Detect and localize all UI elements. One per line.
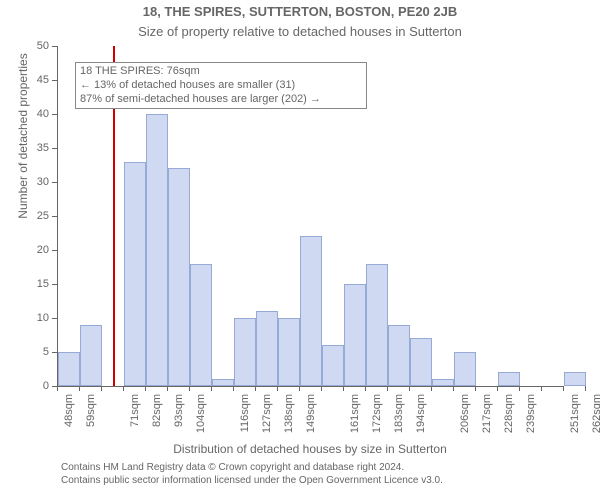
- x-tick-mark: [189, 386, 190, 391]
- x-tick-label: 183sqm: [393, 394, 405, 444]
- y-tick-mark: [52, 148, 57, 149]
- x-tick-mark: [277, 386, 278, 391]
- y-tick-label: 0: [0, 380, 49, 392]
- bar: [300, 236, 322, 386]
- bar: [454, 352, 476, 386]
- bar: [80, 325, 102, 386]
- x-tick-label: 48sqm: [63, 394, 75, 444]
- x-tick-mark: [101, 386, 102, 391]
- x-tick-label: 194sqm: [415, 394, 427, 444]
- annotation-line2: ← 13% of detached houses are smaller (31…: [80, 79, 362, 93]
- x-tick-label: 116sqm: [239, 394, 251, 444]
- x-tick-label: 104sqm: [195, 394, 207, 444]
- bar: [190, 264, 212, 386]
- bar: [498, 372, 520, 386]
- x-tick-mark: [123, 386, 124, 391]
- chart-container: { "title_line1": "18, THE SPIRES, SUTTER…: [0, 0, 600, 500]
- x-tick-mark: [475, 386, 476, 391]
- bar: [168, 168, 190, 386]
- x-tick-mark: [365, 386, 366, 391]
- bar: [322, 345, 344, 386]
- credits-line1: Contains HM Land Registry data © Crown c…: [61, 462, 443, 475]
- y-tick-mark: [52, 216, 57, 217]
- bar: [234, 318, 256, 386]
- chart-title-line1: 18, THE SPIRES, SUTTERTON, BOSTON, PE20 …: [0, 4, 600, 19]
- x-tick-mark: [343, 386, 344, 391]
- credits: Contains HM Land Registry data © Crown c…: [61, 462, 443, 487]
- y-tick-mark: [52, 80, 57, 81]
- annotation-line3: 87% of semi-detached houses are larger (…: [80, 93, 362, 107]
- x-tick-mark: [255, 386, 256, 391]
- bar: [344, 284, 366, 386]
- bar: [564, 372, 586, 386]
- y-tick-mark: [52, 182, 57, 183]
- x-tick-mark: [431, 386, 432, 391]
- x-tick-mark: [211, 386, 212, 391]
- y-tick-mark: [52, 318, 57, 319]
- x-tick-label: 172sqm: [371, 394, 383, 444]
- bar: [388, 325, 410, 386]
- y-tick-mark: [52, 46, 57, 47]
- x-tick-mark: [409, 386, 410, 391]
- x-tick-label: 251sqm: [569, 394, 581, 444]
- x-tick-mark: [585, 386, 586, 391]
- x-tick-label: 262sqm: [591, 394, 600, 444]
- x-tick-mark: [563, 386, 564, 391]
- bar: [278, 318, 300, 386]
- x-axis-label: Distribution of detached houses by size …: [57, 442, 563, 456]
- bar: [256, 311, 278, 386]
- bar: [366, 264, 388, 386]
- x-tick-label: 217sqm: [481, 394, 493, 444]
- y-tick-mark: [52, 250, 57, 251]
- x-tick-mark: [541, 386, 542, 391]
- x-tick-label: 206sqm: [459, 394, 471, 444]
- x-tick-label: 161sqm: [349, 394, 361, 444]
- x-tick-label: 93sqm: [173, 394, 185, 444]
- x-tick-label: 149sqm: [305, 394, 317, 444]
- bar: [58, 352, 80, 386]
- x-tick-mark: [79, 386, 80, 391]
- x-tick-label: 228sqm: [503, 394, 515, 444]
- y-tick-mark: [52, 352, 57, 353]
- y-tick-mark: [52, 114, 57, 115]
- x-tick-mark: [519, 386, 520, 391]
- x-tick-mark: [497, 386, 498, 391]
- credits-line2: Contains public sector information licen…: [61, 475, 443, 488]
- x-tick-mark: [299, 386, 300, 391]
- y-axis-label: Number of detached properties: [16, 0, 30, 306]
- x-tick-mark: [167, 386, 168, 391]
- x-tick-label: 127sqm: [261, 394, 273, 444]
- x-tick-mark: [321, 386, 322, 391]
- x-tick-mark: [233, 386, 234, 391]
- bar: [124, 162, 146, 386]
- x-tick-label: 239sqm: [525, 394, 537, 444]
- x-tick-label: 138sqm: [283, 394, 295, 444]
- bar: [212, 379, 234, 386]
- x-tick-label: 71sqm: [129, 394, 141, 444]
- x-tick-mark: [57, 386, 58, 391]
- x-tick-label: 59sqm: [85, 394, 97, 444]
- bar: [146, 114, 168, 386]
- x-tick-mark: [387, 386, 388, 391]
- chart-title-line2: Size of property relative to detached ho…: [0, 24, 600, 39]
- y-tick-label: 5: [0, 346, 49, 358]
- y-tick-label: 10: [0, 312, 49, 324]
- y-tick-mark: [52, 284, 57, 285]
- annotation-line1: 18 THE SPIRES: 76sqm: [80, 65, 362, 79]
- bar: [432, 379, 454, 386]
- bar: [410, 338, 432, 386]
- x-tick-mark: [145, 386, 146, 391]
- x-tick-mark: [453, 386, 454, 391]
- x-tick-label: 82sqm: [151, 394, 163, 444]
- annotation-box: 18 THE SPIRES: 76sqm ← 13% of detached h…: [75, 62, 367, 109]
